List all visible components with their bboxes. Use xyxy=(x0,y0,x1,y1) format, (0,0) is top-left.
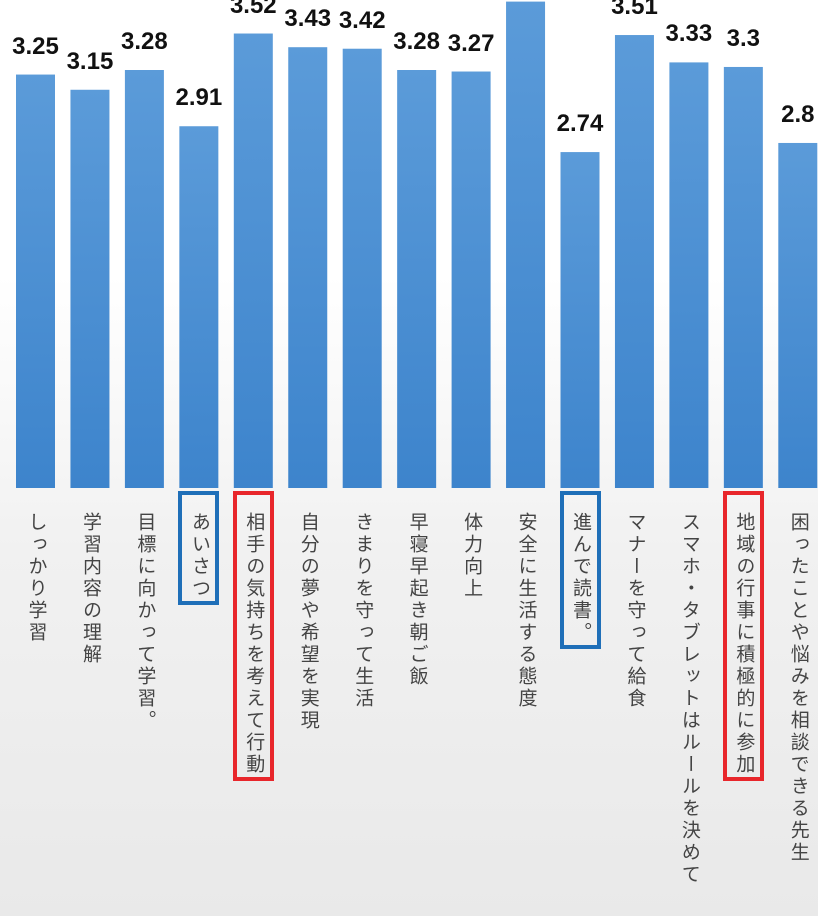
bar-3 xyxy=(124,70,164,488)
category-label-9: 体力向上 xyxy=(461,512,484,600)
category-label-13: スマホ・タブレットはルールを決めて xyxy=(678,512,701,886)
highlight-box-4 xyxy=(178,491,220,605)
value-label-6: 3.43 xyxy=(284,5,332,33)
bar-6 xyxy=(288,47,328,488)
category-label-6: 自分の夢や希望を実現 xyxy=(297,512,320,732)
category-label-1: しっかり学習 xyxy=(25,512,48,644)
category-label-10: 安全に生活する態度 xyxy=(515,512,538,710)
bar-8 xyxy=(397,70,437,488)
highlight-box-11 xyxy=(559,491,601,649)
bar-13 xyxy=(669,62,709,489)
highlight-box-5 xyxy=(232,491,274,781)
value-label-11: 2.74 xyxy=(556,110,604,138)
value-label-8: 3.28 xyxy=(393,28,440,55)
bar-7 xyxy=(342,48,382,488)
value-label-4: 2.91 xyxy=(175,84,223,112)
value-label-5: 3.52 xyxy=(229,0,277,19)
category-label-7: きまりを守って生活 xyxy=(352,512,375,710)
bar-5 xyxy=(233,33,273,489)
highlight-box-14 xyxy=(722,491,764,781)
bar-10 xyxy=(506,1,546,488)
bar-14 xyxy=(723,66,763,489)
category-label-2: 学習内容の理解 xyxy=(79,512,102,666)
value-label-3: 3.28 xyxy=(121,28,168,55)
bar-1 xyxy=(16,74,55,488)
value-label-14: 3.3 xyxy=(726,24,761,52)
category-label-14: 地域の行事に積極的に参加 xyxy=(733,512,756,776)
category-label-15: 困ったことや悩みを相談できる先生 xyxy=(787,512,810,864)
value-label-12: 3.51 xyxy=(611,0,658,21)
category-label-12: マナーを守って給食 xyxy=(624,512,647,710)
value-label-7: 3.42 xyxy=(338,6,386,34)
value-label-13: 3.33 xyxy=(665,20,713,48)
category-label-4: あいさつ xyxy=(188,512,211,600)
category-label-11: 進んで読書。 xyxy=(570,512,592,644)
bar-4 xyxy=(179,126,219,489)
bar-2 xyxy=(70,89,110,488)
category-label-3: 目標に向かって学習。 xyxy=(134,512,157,732)
category-label-8: 早寝早起き朝ご飯 xyxy=(406,512,429,688)
bar-15 xyxy=(778,142,818,488)
value-label-9: 3.27 xyxy=(447,29,495,57)
value-label-15: 2.8 xyxy=(781,100,815,128)
value-label-2: 3.15 xyxy=(66,47,114,75)
bar-12 xyxy=(614,35,654,488)
category-label-5: 相手の気持ちを考えて行動 xyxy=(243,512,266,776)
bar-11 xyxy=(560,152,600,488)
value-label-1: 3.25 xyxy=(12,32,59,60)
bar-9 xyxy=(451,71,491,489)
